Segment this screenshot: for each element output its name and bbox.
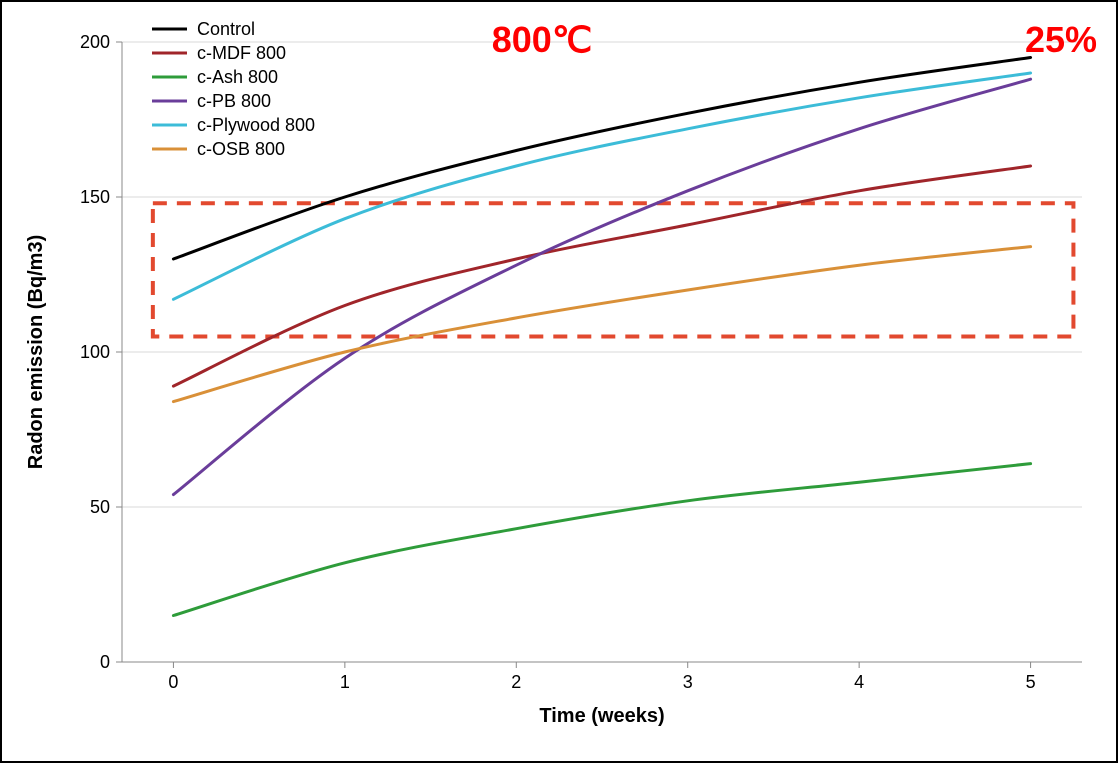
x-tick-label: 4: [854, 672, 864, 692]
y-tick-label: 100: [80, 342, 110, 362]
annotation-text: 800℃: [492, 19, 593, 60]
chart-container: 0 50 100 150 200 Radon emission (Bq/m3) 0 1 2 3 4 5…: [0, 0, 1118, 763]
chart-svg: 0 50 100 150 200 Radon emission (Bq/m3) 0 1 2 3 4 5…: [2, 2, 1118, 765]
y-axis-label: Radon emission (Bq/m3): [25, 235, 47, 469]
series-line: [173, 464, 1030, 616]
x-tick-label: 1: [340, 672, 350, 692]
legend-label: c-PB 800: [197, 91, 271, 111]
x-tick-label: 2: [511, 672, 521, 692]
legend-label: c-OSB 800: [197, 139, 285, 159]
legend-label: c-MDF 800: [197, 43, 286, 63]
x-tick-label: 3: [683, 672, 693, 692]
y-tick-label: 0: [100, 652, 110, 672]
x-tick-label: 0: [168, 672, 178, 692]
y-tick-label: 150: [80, 187, 110, 207]
legend-label: Control: [197, 19, 255, 39]
annotation-text: 25%: [1025, 19, 1097, 60]
y-tick-label: 50: [90, 497, 110, 517]
series-line: [173, 73, 1030, 299]
series-line: [173, 166, 1030, 386]
highlight-box: [153, 203, 1074, 336]
legend-label: c-Plywood 800: [197, 115, 315, 135]
x-axis-label: Time (weeks): [539, 705, 664, 727]
series-line: [173, 58, 1030, 260]
series-line: [173, 79, 1030, 494]
y-tick-label: 200: [80, 32, 110, 52]
x-tick-label: 5: [1026, 672, 1036, 692]
legend-label: c-Ash 800: [197, 67, 278, 87]
